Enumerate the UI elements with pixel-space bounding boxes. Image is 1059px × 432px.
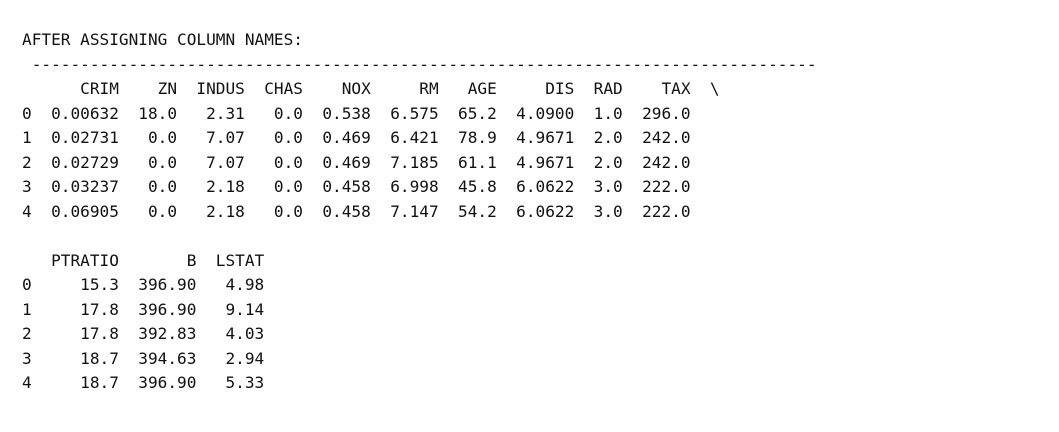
table1-header: CRIM ZN INDUS CHAS NOX RM AGE DIS RAD TA… bbox=[22, 79, 720, 98]
table2-row: 1 17.8 396.90 9.14 bbox=[22, 299, 265, 319]
table2-row: 4 18.7 396.90 5.33 bbox=[22, 373, 265, 392]
table2-row: 3 18.7 394.63 2.94 bbox=[22, 348, 265, 368]
table2-row: 0 15.3 396.90 4.98 bbox=[22, 275, 265, 294]
console-output: AFTER ASSIGNING COLUMN NAMES: ----------… bbox=[22, 28, 817, 396]
table2-header: PTRATIO B LSTAT bbox=[22, 250, 265, 270]
output-separator: ----------------------------------------… bbox=[22, 54, 817, 74]
blank-line bbox=[22, 224, 817, 249]
table1-row: 0 0.00632 18.0 2.31 0.0 0.538 6.575 65.2… bbox=[22, 103, 691, 123]
table2-row: 2 17.8 392.83 4.03 bbox=[22, 324, 265, 343]
output-heading: AFTER ASSIGNING COLUMN NAMES: bbox=[22, 30, 303, 49]
table1-row: 4 0.06905 0.0 2.18 0.0 0.458 7.147 54.2 … bbox=[22, 201, 691, 221]
table1-row: 3 0.03237 0.0 2.18 0.0 0.458 6.998 45.8 … bbox=[22, 177, 691, 196]
table1-row: 1 0.02731 0.0 7.07 0.0 0.469 6.421 78.9 … bbox=[22, 128, 691, 147]
table1-row: 2 0.02729 0.0 7.07 0.0 0.469 7.185 61.1 … bbox=[22, 152, 691, 172]
